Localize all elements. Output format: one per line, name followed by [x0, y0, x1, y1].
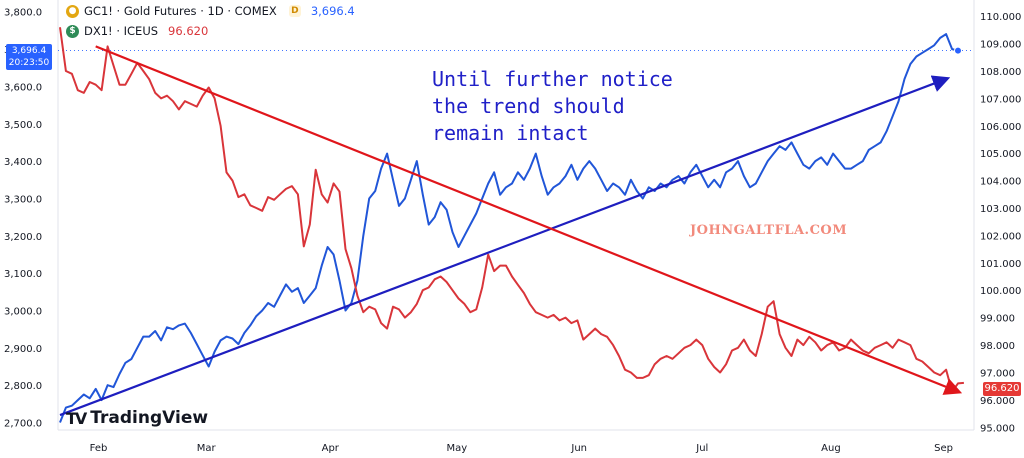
right-axis-tick: 95.000: [980, 423, 1015, 434]
gold-trendline: [59, 75, 951, 417]
dxy-trendline: [95, 45, 963, 395]
left-axis-tick: 2,900.0: [4, 344, 42, 355]
x-axis-tick: Jul: [695, 443, 708, 454]
gc-price-value: 3,696.4: [11, 46, 47, 56]
dxy-series-line: [59, 27, 964, 393]
left-axis-tick: 3,500.0: [4, 120, 42, 131]
right-axis-tick: 105.000: [980, 149, 1021, 160]
annotation-line-1: Until further notice: [432, 67, 673, 91]
watermark: JOHNGALTFLA.COM: [690, 223, 848, 238]
x-axis-tick: May: [447, 443, 468, 454]
dx-price-label: 96.620: [983, 382, 1021, 396]
countdown-timer: 20:23:50: [8, 58, 50, 68]
tradingview-logo-icon: TV: [66, 408, 87, 428]
right-axis-tick: 100.000: [980, 286, 1021, 297]
gc-last-point: [954, 46, 962, 55]
right-axis-tick: 98.000: [980, 341, 1015, 352]
gold-coin-icon: ●: [66, 4, 79, 18]
left-axis-tick: 3,000.0: [4, 306, 42, 317]
x-axis-tick: Aug: [821, 443, 841, 454]
gold-series-line: [59, 33, 959, 423]
dollar-coin-icon: $: [66, 24, 79, 38]
dx-value: 96.620: [168, 24, 209, 38]
x-axis-tick: Sep: [934, 443, 953, 454]
right-axis-tick: 109.000: [980, 40, 1021, 51]
x-axis-tick: Jun: [570, 443, 587, 454]
right-axis-tick: 102.000: [980, 231, 1021, 242]
tradingview-logo[interactable]: TV TradingView: [66, 408, 208, 428]
annotation-text: Until further notice the trend should re…: [432, 66, 673, 147]
gc-legend[interactable]: ● GC1! · Gold Futures · 1D · COMEX D 3,6…: [66, 4, 355, 18]
left-axis-tick: 3,600.0: [4, 82, 42, 93]
annotation-line-2: the trend should: [432, 94, 625, 118]
right-axis-tick: 104.000: [980, 177, 1021, 188]
tradingview-logo-text: TradingView: [90, 408, 209, 428]
left-axis-tick: 2,800.0: [4, 381, 42, 392]
right-axis-tick: 107.000: [980, 94, 1021, 105]
right-axis-tick: 99.000: [980, 314, 1015, 325]
dx-legend[interactable]: $ DX1! · ICEUS 96.620: [66, 24, 208, 38]
gc-value: 3,696.4: [310, 4, 355, 18]
x-axis-tick: Feb: [90, 443, 108, 454]
right-axis-tick: 101.000: [980, 259, 1021, 270]
dx-ticker: DX1! · ICEUS: [84, 24, 159, 38]
right-axis-tick: 97.000: [980, 368, 1015, 379]
left-axis-tick: 3,200.0: [4, 232, 42, 243]
right-axis-tick: 103.000: [980, 204, 1021, 215]
x-axis-tick: Mar: [197, 443, 217, 454]
left-axis-tick: 2,700.0: [4, 419, 42, 430]
left-axis-tick: 3,800.0: [4, 8, 42, 19]
gc-ticker: GC1! · Gold Futures · 1D · COMEX: [84, 4, 277, 18]
left-axis-tick: 3,100.0: [4, 269, 42, 280]
right-axis-tick: 108.000: [980, 67, 1021, 78]
annotation-line-3: remain intact: [432, 121, 589, 145]
right-axis-tick: 106.000: [980, 122, 1021, 133]
right-axis-tick: 96.000: [980, 396, 1015, 407]
left-axis-tick: 3,300.0: [4, 194, 42, 205]
gc-price-label: 3,696.4 20:23:50: [6, 44, 52, 70]
delay-badge: D: [288, 5, 301, 17]
left-axis-tick: 3,400.0: [4, 157, 42, 168]
x-axis-tick: Apr: [322, 443, 340, 454]
right-axis-tick: 110.000: [980, 12, 1021, 23]
